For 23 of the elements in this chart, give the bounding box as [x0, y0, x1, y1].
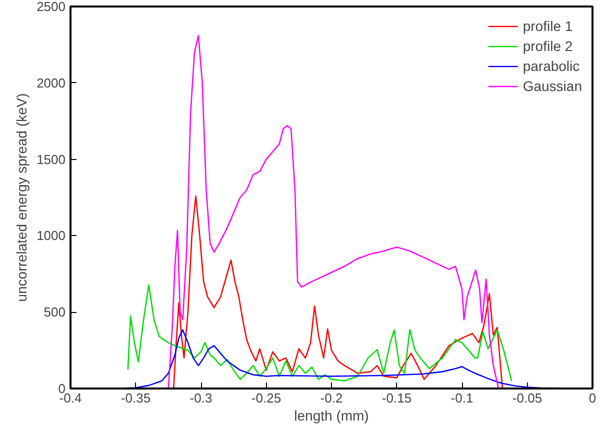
- y-axis-title: uncorrelated energy spread (keV): [14, 93, 30, 302]
- legend-label: profile 2: [522, 38, 573, 54]
- legend-label: Gaussian: [522, 78, 582, 94]
- line-series: [127, 284, 512, 382]
- legend-label: parabolic: [522, 58, 580, 74]
- legend-label: profile 1: [522, 18, 573, 34]
- y-tick-label: 2000: [36, 75, 66, 90]
- y-tick-label: 2500: [36, 0, 66, 14]
- x-tick-label: -0.35: [120, 390, 151, 406]
- y-tick-label: 1000: [36, 228, 66, 244]
- y-tick-label: 500: [44, 304, 66, 320]
- x-tick-label: -0.15: [382, 390, 412, 406]
- x-tick-label: -0.05: [512, 390, 542, 406]
- x-tick-label: -0.1: [450, 390, 474, 406]
- x-tick-label: -0.2: [320, 390, 343, 406]
- x-axis-title: length (mm): [294, 408, 369, 424]
- line-series: [168, 34, 500, 388]
- y-tick-label: 0: [58, 381, 66, 396]
- y-tick-label: 1500: [36, 152, 66, 167]
- x-tick-label: -0.25: [251, 390, 282, 406]
- line-series: [172, 195, 504, 388]
- x-tick-label: -0.3: [190, 390, 212, 406]
- x-tick-label: 0: [588, 390, 596, 406]
